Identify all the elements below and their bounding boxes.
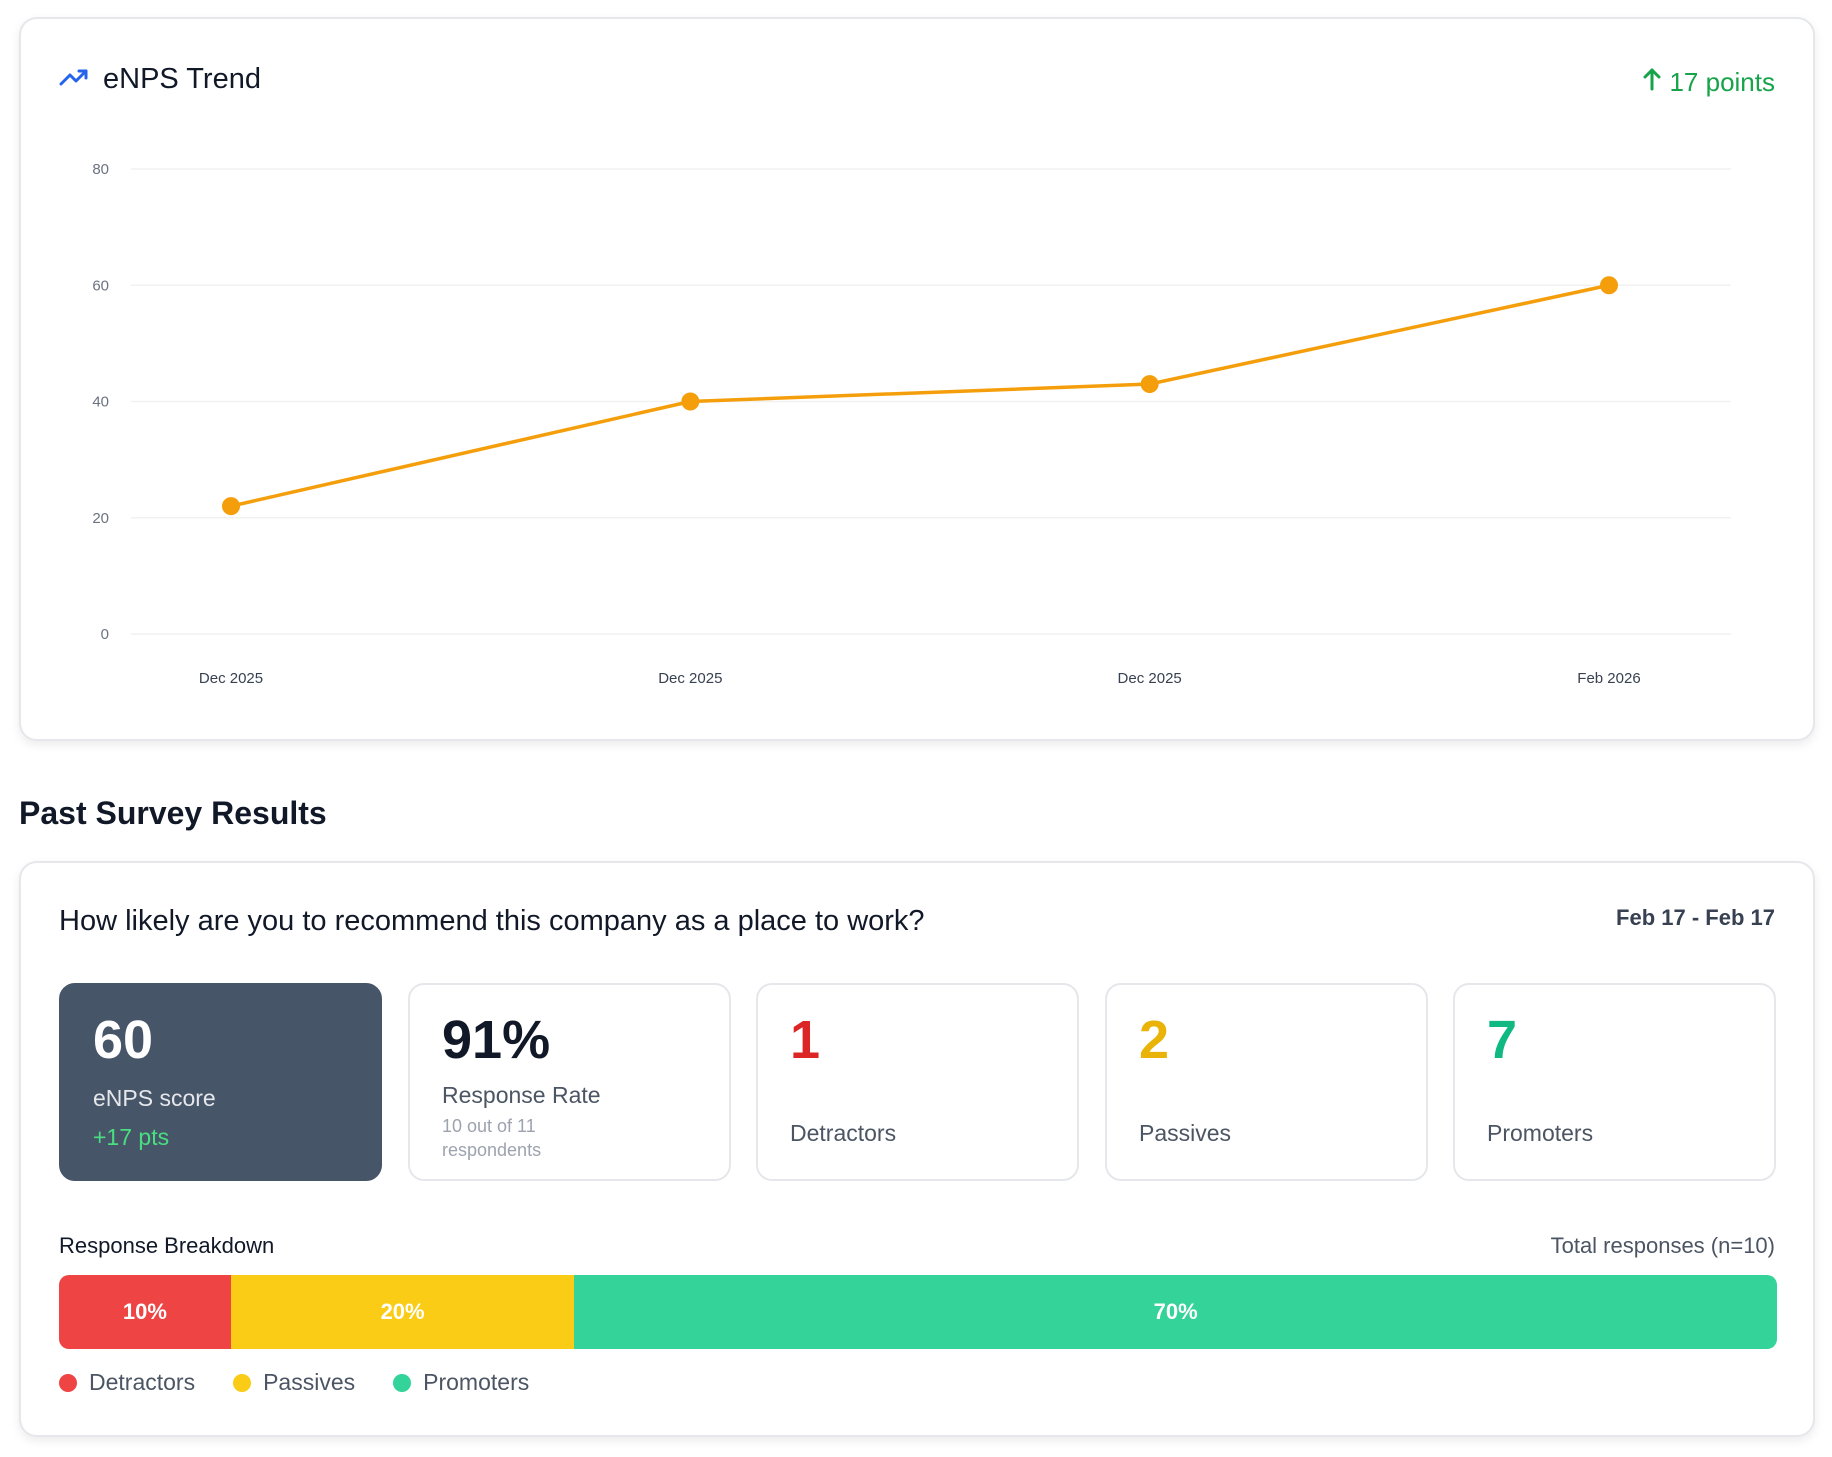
survey-result-card: How likely are you to recommend this com…	[19, 861, 1815, 1437]
survey-question: How likely are you to recommend this com…	[59, 905, 925, 937]
legend-dot	[233, 1373, 252, 1392]
enps-score-value: 60	[93, 1010, 154, 1070]
x-tick-label: Dec 2025	[1118, 670, 1182, 687]
trending-up-icon	[59, 66, 89, 93]
response-rate-sub: 10 out of 11 respondents	[442, 1116, 542, 1161]
y-tick-label: 20	[92, 510, 109, 527]
trend-delta: 17 points	[1643, 67, 1775, 98]
legend-label: Promoters	[423, 1369, 530, 1395]
response-breakdown-bar: 10% 20% 70%	[59, 1275, 1777, 1349]
promoters-segment: 70%	[574, 1275, 1777, 1349]
legend-label: Detractors	[89, 1369, 196, 1395]
passives-value: 2	[1139, 1010, 1170, 1070]
enps-score-label: eNPS score	[93, 1085, 216, 1111]
promoters-label: Promoters	[1487, 1120, 1594, 1146]
passives-segment: 20%	[230, 1275, 575, 1349]
detractors-label: Detractors	[790, 1120, 897, 1146]
detractors-tile: 1 Detractors	[756, 983, 1079, 1181]
x-tick-label: Dec 2025	[199, 670, 263, 687]
response-rate-label: Response Rate	[442, 1082, 601, 1108]
series-line	[230, 283, 1610, 508]
trend-title: eNPS Trend	[103, 63, 261, 95]
response-breakdown-title: Response Breakdown	[59, 1233, 275, 1258]
legend-dot	[59, 1373, 77, 1392]
promoters-value: 7	[1487, 1010, 1518, 1070]
y-tick-label: 60	[92, 277, 109, 294]
survey-date-range: Feb 17 - Feb 17	[1616, 905, 1775, 930]
x-tick-label: Feb 2026	[1577, 670, 1640, 687]
passives-label: Passives	[1139, 1120, 1232, 1146]
promoters-tile: 7 Promoters	[1453, 983, 1776, 1181]
legend-dot	[393, 1373, 412, 1392]
arrow-up-icon	[1643, 67, 1661, 98]
passives-tile: 2 Passives	[1105, 983, 1428, 1181]
trend-delta-label: 17 points	[1669, 67, 1775, 97]
y-tick-label: 80	[92, 161, 109, 178]
detractors-value: 1	[790, 1010, 821, 1070]
y-tick-label: 0	[101, 626, 109, 643]
detractors-segment: 10%	[59, 1275, 231, 1349]
y-tick-label: 40	[92, 394, 109, 411]
past-survey-results-title: Past Survey Results	[19, 795, 327, 831]
data-point	[681, 392, 700, 411]
enps-trend-chart: 0 20 40 60 80 Dec 2025 Dec 2025 Dec 2025 Feb 202…	[92, 161, 1731, 687]
total-responses: Total responses (n=10)	[1550, 1233, 1775, 1258]
data-point	[1600, 276, 1618, 295]
enps-score-tile: 60 eNPS score +17 pts	[59, 983, 382, 1181]
response-rate-value: 91%	[442, 1010, 551, 1070]
legend-item-detractors: Detractors	[59, 1369, 195, 1396]
legend-item-passives: Passives	[233, 1369, 355, 1396]
breakdown-legend: Detractors Passives Promoters	[59, 1369, 529, 1396]
data-point	[1140, 375, 1159, 394]
enps-score-change: +17 pts	[93, 1124, 170, 1150]
legend-item-promoters: Promoters	[393, 1369, 529, 1396]
x-tick-label: Dec 2025	[658, 670, 722, 687]
data-point	[222, 497, 240, 516]
response-rate-tile: 91% Response Rate 10 out of 11 responden…	[408, 983, 731, 1181]
enps-trend-card: 0 20 40 60 80 Dec 2025 Dec 2025 Dec 2025 Feb 202…	[19, 17, 1815, 741]
trend-header: eNPS Trend	[59, 63, 261, 96]
legend-label: Passives	[263, 1369, 356, 1395]
